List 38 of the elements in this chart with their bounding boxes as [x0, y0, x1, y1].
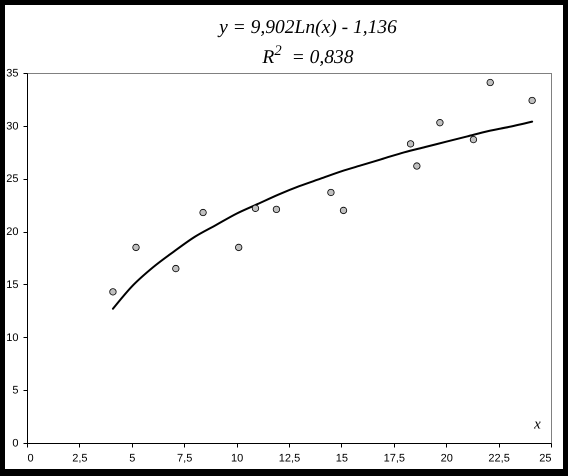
point — [327, 188, 335, 196]
text: y = 9,902Ln(x) - 1,136 — [219, 16, 397, 40]
x-tick-label: 10 — [230, 452, 244, 464]
y-tick-label: 35 — [6, 68, 18, 80]
point — [470, 136, 478, 144]
y-tick-label: 25 — [6, 173, 18, 186]
point — [252, 204, 260, 212]
text: R$^{2}$ = 0,838 — [262, 42, 354, 70]
point — [272, 206, 280, 214]
point — [406, 140, 414, 148]
x-tick-label: 22,5 — [488, 452, 510, 464]
x-tick-label: 17,5 — [384, 452, 406, 464]
x-tick-label: 7,5 — [177, 452, 192, 464]
x-tick-label: 25 — [539, 452, 552, 464]
point — [413, 162, 420, 170]
point — [340, 206, 348, 214]
point — [109, 288, 117, 296]
point — [528, 96, 536, 104]
x-axis-title: x — [533, 416, 542, 432]
y-tick-label: 0 — [12, 438, 18, 450]
point — [199, 208, 207, 216]
point — [132, 244, 140, 252]
x-tick-label: 0 — [28, 452, 34, 464]
y-tick-label: 5 — [12, 384, 18, 397]
y-tick-label: 15 — [6, 278, 18, 291]
x-tick-label: 12,5 — [278, 452, 300, 464]
y-tick-label: 30 — [6, 120, 18, 132]
point — [172, 264, 180, 272]
y-tick-label: 20 — [6, 226, 18, 238]
x-tick-label: 15 — [336, 452, 348, 464]
x-tick-label: 20 — [440, 452, 453, 464]
point — [436, 119, 444, 126]
x-tick-label: 5 — [129, 452, 136, 464]
y-tick-label: 10 — [6, 332, 18, 344]
point — [486, 78, 494, 86]
x-tick-label: 2,5 — [72, 452, 88, 464]
line-series — [112, 120, 534, 310]
point — [235, 244, 242, 252]
